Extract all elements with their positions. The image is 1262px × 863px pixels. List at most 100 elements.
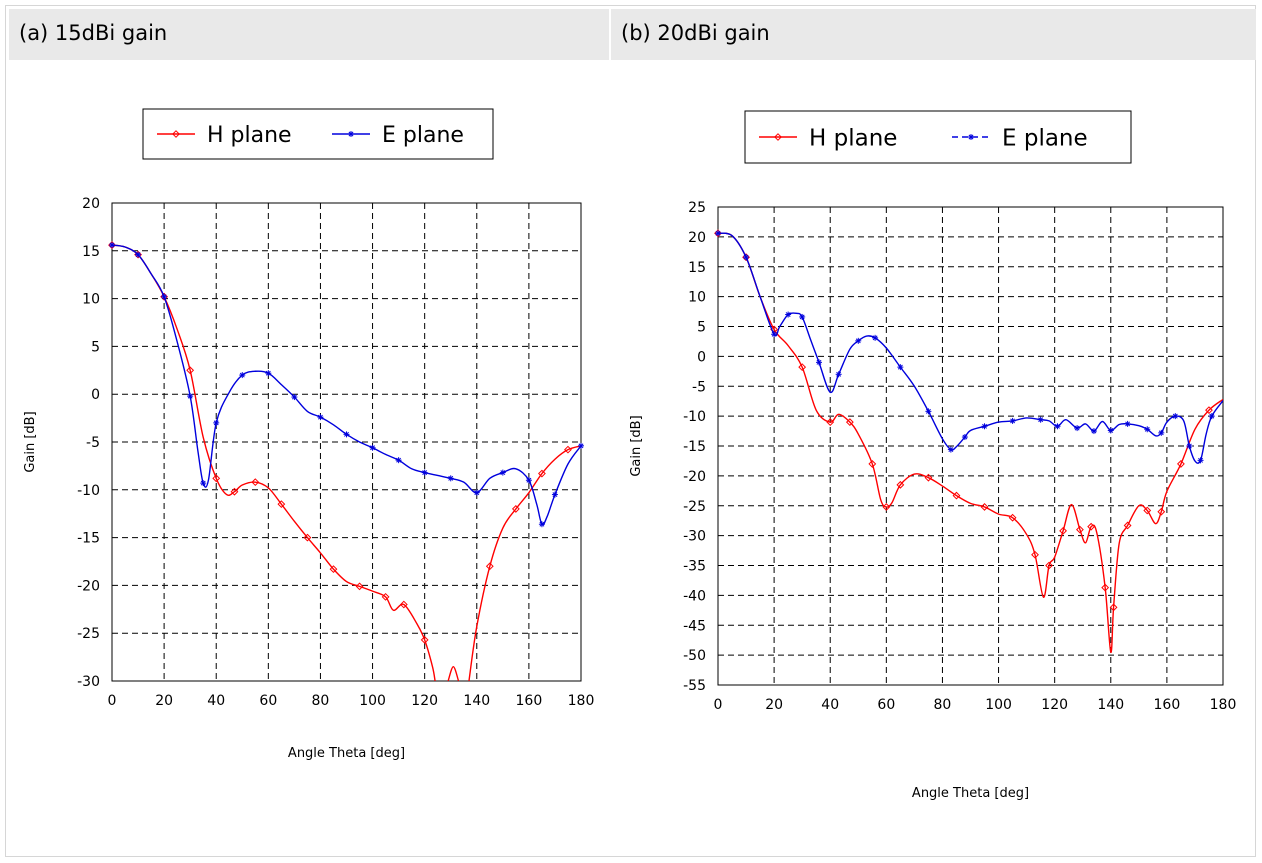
data-point-e-plane [200,480,207,487]
marker-stroke [239,372,245,378]
x-tick-label: 180 [568,693,595,709]
data-point-h-plane [1143,506,1152,515]
data-point-e-plane [538,521,545,528]
x-tick-label: 20 [155,693,173,709]
data-point-h-plane [355,582,364,591]
y-tick-label: -55 [683,678,706,694]
x-tick-label: 140 [463,693,490,709]
data-point-h-plane [420,635,429,644]
y-tick-label: -20 [77,578,100,594]
x-axis-label: Angle Theta [deg] [912,786,1029,801]
y-tick-label: 20 [82,196,100,212]
data-point-e-plane [872,334,879,341]
marker-stroke [948,447,954,453]
data-point-h-plane [1205,406,1213,415]
data-point-e-plane [1090,428,1097,435]
marker-stroke [785,312,791,318]
data-point-h-plane [845,418,854,427]
marker-stroke [448,475,454,481]
series-line-h-plane [468,445,581,681]
series-line-h-plane [447,665,460,681]
marker-stroke [968,134,974,140]
marker-stroke [872,335,878,341]
marker-stroke [1186,443,1192,449]
data-point-e-plane [947,446,954,453]
x-tick-label: 80 [312,693,330,709]
legend-box-b [744,110,1132,164]
data-point-h-plane [882,503,891,511]
data-point-e-plane [369,444,376,451]
data-point-e-plane [265,370,272,377]
data-point-e-plane [715,230,721,237]
x-axis-label: Angle Theta [deg] [288,746,405,761]
legend-label: H plane [809,125,897,151]
data-point-h-plane [1109,603,1118,612]
data-point-e-plane [961,434,968,441]
data-point-h-plane [485,562,494,571]
y-tick-label: 10 [82,292,100,308]
x-tick-label: 0 [714,697,723,713]
marker-stroke [1055,423,1060,429]
marker-stroke [1198,457,1204,463]
marker-stroke [348,131,354,137]
data-point-e-plane [897,364,904,371]
data-point-e-plane [1172,413,1179,420]
marker-stroke [1144,426,1150,432]
x-tick-label: 20 [765,697,783,713]
data-point-e-plane [743,254,750,261]
marker-stroke [743,254,749,260]
marker-stroke [109,242,115,248]
marker-stroke [161,294,167,300]
data-point-e-plane [835,371,842,378]
y-tick-label: -35 [683,559,706,575]
marker-stroke [816,359,822,365]
marker-stroke [1209,413,1215,419]
legend-label: E plane [1002,125,1088,151]
data-point-h-plane [980,503,989,511]
panel-b-caption: (b) 20dBi gain [621,21,770,45]
data-point-e-plane [421,469,428,476]
data-point-e-plane [578,442,584,449]
x-tick-label: 80 [934,697,952,713]
data-point-e-plane [1208,413,1215,420]
data-point-e-plane [981,423,988,430]
data-point-h-plane [1177,460,1185,468]
data-point-e-plane [499,469,506,476]
data-point-h-plane [230,487,239,496]
data-point-e-plane [447,475,454,482]
marker-stroke [1158,430,1164,436]
panel-a-caption: (a) 15dBi gain [19,21,168,45]
marker-stroke [526,477,532,483]
y-tick-label: 5 [697,320,706,336]
y-tick-label: 20 [688,230,706,246]
marker-stroke [1074,425,1080,431]
data-point-e-plane [785,311,792,318]
data-point-e-plane [525,477,532,484]
data-point-h-plane [329,565,338,574]
data-point-h-plane [277,500,286,509]
legend-label: H plane [207,123,292,148]
data-point-h-plane [1045,561,1053,570]
x-tick-label: 100 [985,697,1012,713]
x-tick-label: 100 [359,693,386,709]
data-point-h-plane [826,418,835,427]
x-tick-label: 40 [207,693,225,709]
data-point-h-plane [798,363,807,372]
marker-stroke [135,252,141,258]
y-tick-label: -15 [683,439,706,455]
data-point-e-plane [135,251,142,258]
x-tick-label: 40 [821,697,839,713]
data-point-h-plane [212,474,221,483]
data-point-e-plane [317,414,324,421]
marker-stroke [213,420,219,426]
marker-stroke [1010,418,1016,424]
marker-stroke [799,314,805,320]
data-point-h-plane [924,473,933,482]
data-point-h-plane [1087,522,1096,531]
data-point-e-plane [109,242,115,249]
marker-stroke [187,393,193,399]
y-tick-label: -5 [86,435,100,451]
marker-stroke [1038,417,1044,423]
data-point-e-plane [1144,426,1151,433]
marker-stroke [291,394,297,400]
